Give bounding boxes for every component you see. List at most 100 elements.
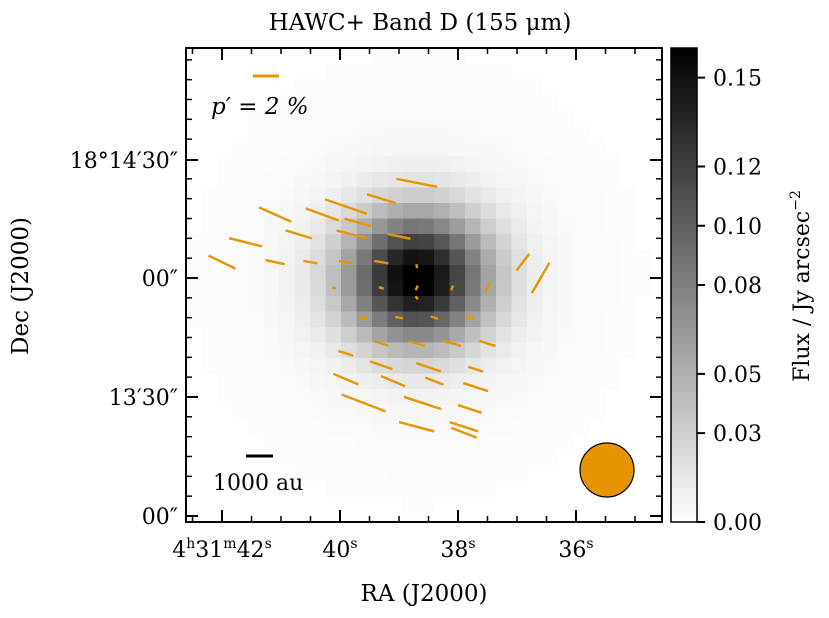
- map-pixel: [310, 265, 327, 282]
- map-pixel: [542, 172, 559, 189]
- map-pixel: [558, 187, 575, 204]
- map-pixel: [387, 156, 404, 173]
- polarization-vector: [228, 237, 263, 248]
- map-pixel: [465, 172, 482, 189]
- map-pixel: [403, 218, 420, 235]
- map-pixel: [449, 280, 466, 297]
- map-pixel: [496, 451, 513, 468]
- map-pixel: [232, 249, 249, 266]
- map-pixel: [248, 249, 265, 266]
- map-pixel: [480, 63, 497, 80]
- map-pixel: [217, 187, 234, 204]
- map-pixel: [201, 265, 218, 282]
- map-pixel: [248, 125, 265, 142]
- map-pixel: [372, 125, 389, 142]
- map-pixel: [356, 234, 373, 251]
- map-pixel: [403, 265, 420, 282]
- map-pixel: [279, 435, 296, 452]
- map-pixel: [511, 404, 528, 421]
- colorbar-tick-label: 0.15: [713, 67, 762, 92]
- map-pixel: [635, 249, 652, 266]
- map-pixel: [232, 265, 249, 282]
- map-pixel: [434, 482, 451, 499]
- map-pixel: [465, 187, 482, 204]
- map-pixel: [279, 141, 296, 158]
- map-pixel: [403, 451, 420, 468]
- map-pixel: [310, 435, 327, 452]
- map-pixel: [372, 296, 389, 313]
- map-pixel: [542, 327, 559, 344]
- plot-frame: [185, 47, 663, 523]
- map-pixel: [263, 265, 280, 282]
- map-pixel: [434, 435, 451, 452]
- map-pixel: [480, 389, 497, 406]
- map-pixel: [604, 373, 621, 390]
- map-pixel: [434, 48, 451, 65]
- map-pixel: [279, 451, 296, 468]
- map-pixel: [310, 125, 327, 142]
- map-pixel: [186, 280, 203, 297]
- polarization-vector: [366, 193, 396, 205]
- map-pixel: [279, 311, 296, 328]
- map-pixel: [418, 94, 435, 111]
- map-pixel: [356, 482, 373, 499]
- map-pixel: [341, 311, 358, 328]
- map-pixel: [217, 296, 234, 313]
- map-pixel: [604, 187, 621, 204]
- map-pixel: [387, 482, 404, 499]
- map-pixel: [542, 125, 559, 142]
- map-pixel: [356, 296, 373, 313]
- map-pixel: [465, 311, 482, 328]
- map-pixel: [263, 218, 280, 235]
- map-pixel: [527, 203, 544, 220]
- map-pixel: [232, 311, 249, 328]
- map-pixel: [341, 404, 358, 421]
- map-pixel: [341, 156, 358, 173]
- map-pixel: [325, 311, 342, 328]
- beam-ellipse: [579, 442, 635, 498]
- map-pixel: [434, 373, 451, 390]
- map-pixel: [372, 203, 389, 220]
- map-pixel: [573, 249, 590, 266]
- map-pixel: [480, 125, 497, 142]
- map-pixel: [279, 187, 296, 204]
- minor-ticks: [186, 48, 662, 522]
- map-pixel: [387, 94, 404, 111]
- map-pixel: [403, 327, 420, 344]
- polarization-vector: [336, 229, 368, 240]
- map-pixel: [325, 156, 342, 173]
- map-pixel: [387, 110, 404, 127]
- map-pixel: [480, 110, 497, 127]
- map-pixel: [573, 311, 590, 328]
- map-pixel: [356, 110, 373, 127]
- map-pixel: [325, 234, 342, 251]
- map-pixel: [434, 358, 451, 375]
- map-pixel: [480, 141, 497, 158]
- map-pixel: [186, 249, 203, 266]
- map-pixel: [511, 94, 528, 111]
- map-pixel: [465, 451, 482, 468]
- colorbar-tick-label: 0.05: [713, 363, 762, 388]
- y-tick-label: 00″: [142, 505, 178, 530]
- map-pixel: [403, 249, 420, 266]
- map-pixel: [449, 172, 466, 189]
- map-pixel: [589, 187, 606, 204]
- map-pixel: [418, 373, 435, 390]
- map-pixel: [217, 327, 234, 344]
- map-pixel: [279, 218, 296, 235]
- map-pixel: [542, 373, 559, 390]
- map-pixel: [589, 280, 606, 297]
- map-pixel: [403, 435, 420, 452]
- map-pixel: [387, 280, 404, 297]
- map-pixel: [449, 389, 466, 406]
- map-pixel: [201, 203, 218, 220]
- map-pixel: [465, 94, 482, 111]
- map-pixel: [372, 48, 389, 65]
- map-pixel: [403, 48, 420, 65]
- map-pixel: [558, 172, 575, 189]
- map-pixel: [480, 249, 497, 266]
- map-pixel: [372, 435, 389, 452]
- map-pixel: [248, 296, 265, 313]
- map-pixel: [434, 187, 451, 204]
- map-pixel: [263, 125, 280, 142]
